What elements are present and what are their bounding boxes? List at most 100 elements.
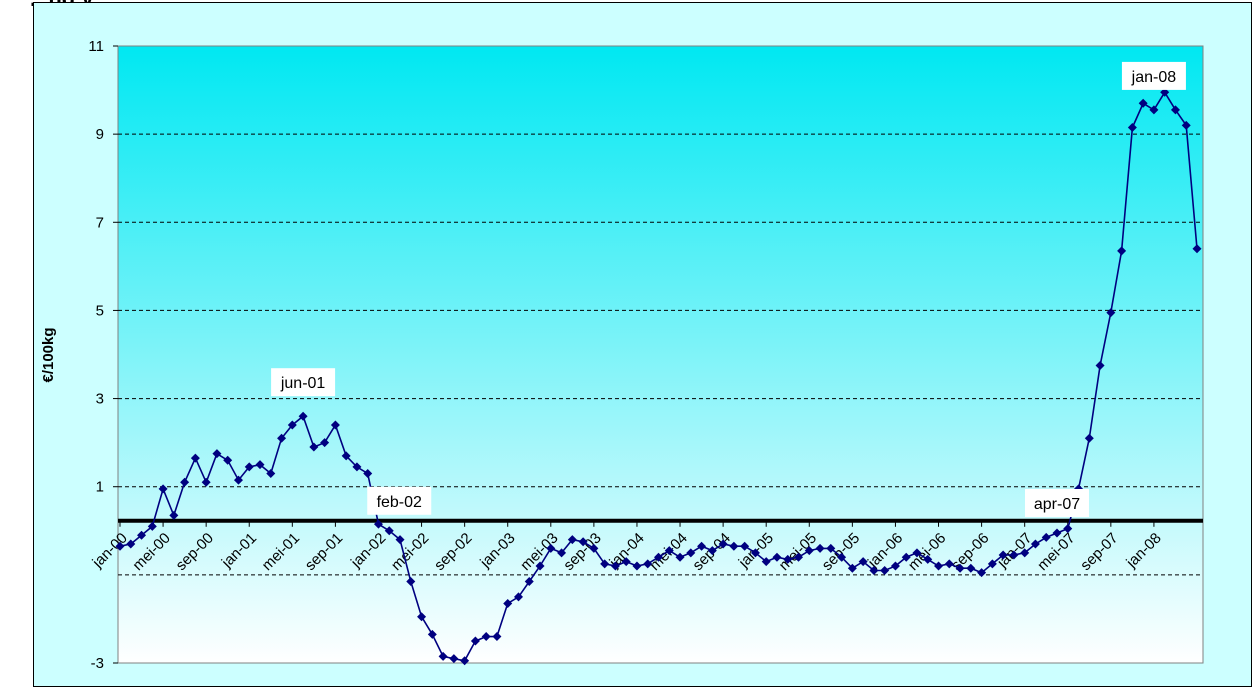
data-point [1127,123,1137,133]
data-point [309,442,319,452]
data-point [923,554,933,564]
data-point [503,599,513,609]
data-point [1030,539,1040,549]
data-point [643,559,653,569]
data-point [492,632,502,642]
data-point [880,565,890,575]
data-point [169,510,179,520]
data-point [966,563,976,573]
data-point [180,477,190,487]
data-point [460,656,470,666]
data-point [610,561,620,571]
data-point [126,539,136,549]
data-point [686,548,696,558]
data-point [330,420,340,430]
data-point [513,592,523,602]
annotation-box [1024,488,1089,517]
data-point [1106,308,1116,318]
y-tick-label: -3 [91,655,104,672]
data-point [718,539,728,549]
data-point [470,636,480,646]
data-point [406,576,416,586]
data-point [352,462,362,472]
plot-area [117,45,1204,664]
y-tick-label: 5 [96,302,104,319]
data-point [341,451,351,461]
data-point [578,537,588,547]
data-point [944,559,954,569]
data-point [524,576,534,586]
data-point [1181,120,1191,130]
data-point [298,411,308,421]
data-point [223,455,233,465]
data-point [427,629,437,639]
data-point [987,559,997,569]
data-point [190,453,200,463]
data-point [826,543,836,553]
data-point [934,561,944,571]
data-point [1192,244,1202,254]
data-point [1138,98,1148,108]
data-point [621,557,631,567]
data-point [567,535,577,545]
data-point [847,563,857,573]
data-point [417,612,427,622]
data-point [901,552,911,562]
data-point [1149,105,1159,115]
annotation-label: feb-02 [377,494,422,511]
data-point [729,541,739,551]
y-tick-label: 7 [96,214,104,231]
data-point [266,468,276,478]
data-point [546,543,556,553]
data-point [654,552,663,562]
data-point [912,548,922,558]
data-point [244,462,254,472]
data-point [384,526,394,536]
data-point [255,460,265,470]
data-point [632,561,642,571]
data-point [998,550,1008,560]
data-point [1117,246,1127,256]
data-point [373,519,383,529]
data-point [395,535,405,545]
annotation-box [1121,61,1186,90]
data-point [1052,528,1062,538]
data-point [750,548,760,558]
data-point [955,563,965,573]
data-point [1170,105,1180,115]
data-point [1160,87,1170,97]
data-point [675,552,685,562]
data-point [697,541,707,551]
data-point [804,546,814,556]
data-point [233,475,243,485]
data-point [557,548,567,558]
data-point [1020,548,1030,558]
data-point [158,484,168,494]
data-point [212,449,222,459]
data-point [147,521,157,531]
annotation-label: jun-01 [280,375,326,392]
data-point [837,552,847,562]
data-point [1095,361,1105,371]
data-point [600,559,610,569]
data-point [320,438,330,448]
data-point [115,541,125,551]
data-point [869,565,879,575]
data-point [664,546,674,556]
data-point [1084,433,1094,443]
data-point [363,468,373,478]
data-point [201,477,211,487]
annotation-label: apr-07 [1034,496,1080,513]
data-point [815,543,825,553]
data-point [890,561,900,571]
y-tick-label: 3 [96,391,104,408]
data-point [1063,524,1073,534]
data-point [287,420,297,430]
data-point [438,651,448,661]
annotation-box [367,486,432,515]
data-point [137,530,147,540]
y-axis-label: €/100kg [40,327,57,382]
data-point [783,554,793,564]
data-point [449,654,459,664]
data-point [1041,532,1051,542]
